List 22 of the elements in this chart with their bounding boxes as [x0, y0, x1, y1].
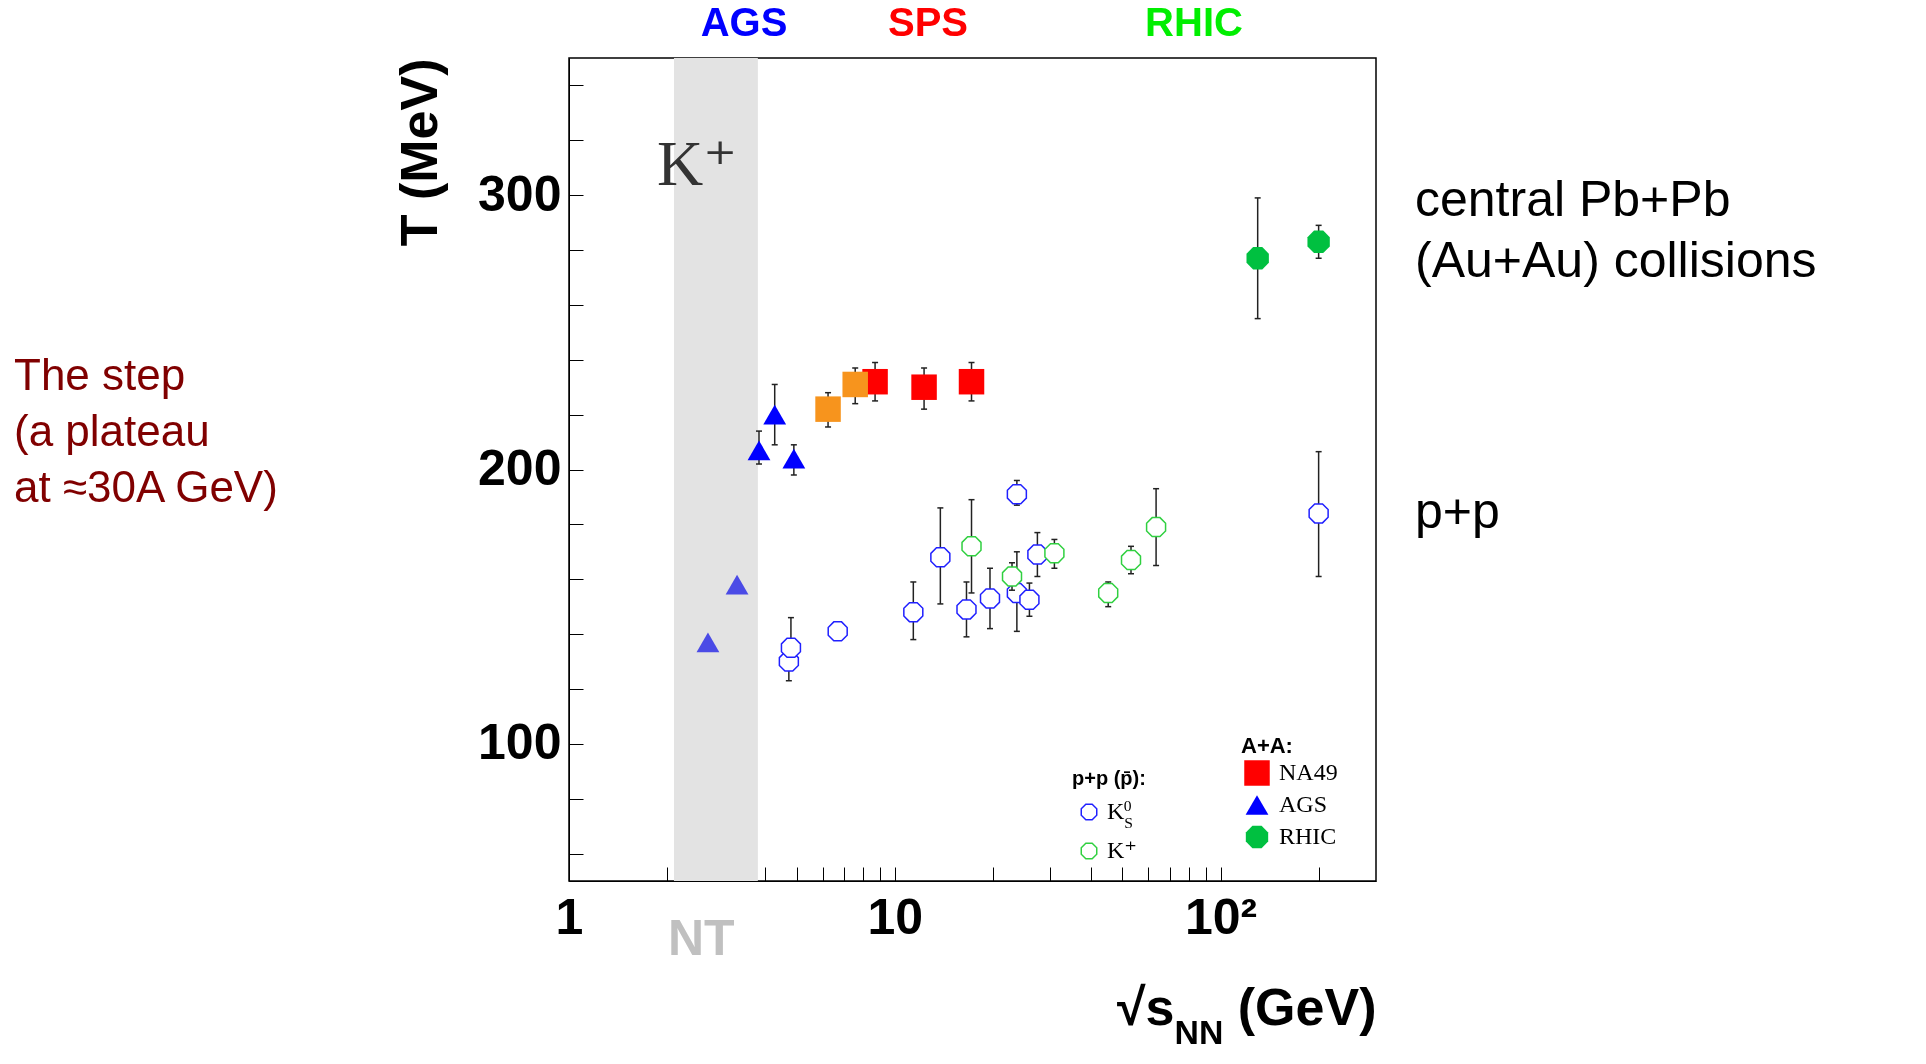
legend-title: A+A: [1241, 733, 1293, 758]
text: p+p [1415, 483, 1500, 539]
band-label: NT [667, 910, 735, 966]
x-axis-title: √s$_{NN}$ (GeV) [1117, 977, 1377, 1051]
x-tick-label: 10² [1184, 888, 1258, 945]
legend-label: RHIC [1279, 823, 1337, 849]
annotation: K⁺ [657, 128, 737, 199]
y-tick-label: 200 [478, 440, 562, 496]
legend-label: AGS [1279, 791, 1328, 817]
text: central Pb+Pb (Au+Au) collisions [1415, 171, 1817, 288]
text: SPS [887, 0, 969, 44]
y-axis-title: T (MeV) [390, 58, 449, 247]
legend-label: NA49 [1279, 759, 1338, 785]
legend-label: K⁺ [1107, 837, 1137, 863]
text: The step (a plateau at ≈30A GeV) [14, 350, 278, 511]
annotation: p+p (p̄): [1072, 767, 1146, 789]
text: AGS [700, 0, 788, 44]
x-tick-label: 10 [867, 888, 924, 945]
y-tick-label: 300 [478, 165, 562, 222]
x-tick-label: 1 [555, 888, 584, 945]
y-tick-label: 100 [478, 714, 562, 771]
text: RHIC [1145, 0, 1243, 44]
